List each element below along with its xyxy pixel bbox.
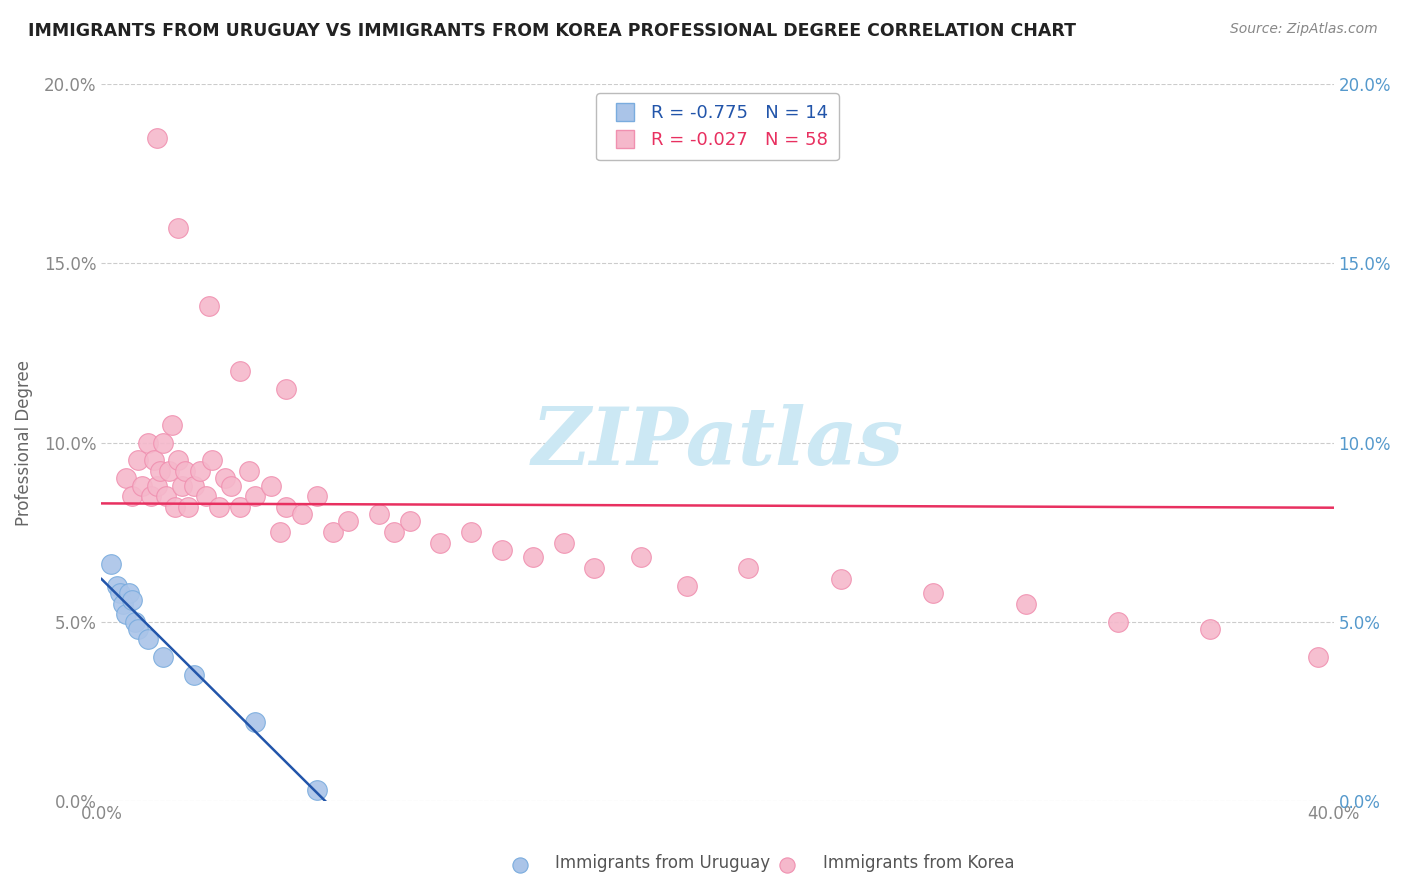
Point: [922, 586, 945, 600]
Point: [491, 543, 513, 558]
Point: [276, 382, 298, 396]
Point: [307, 489, 329, 503]
Point: [201, 453, 224, 467]
Point: [183, 478, 205, 492]
Point: [105, 579, 128, 593]
Point: [214, 471, 236, 485]
Point: [1199, 622, 1222, 636]
Point: [737, 561, 759, 575]
Point: [100, 558, 122, 572]
Point: [291, 507, 314, 521]
Point: [173, 464, 195, 478]
Point: [177, 500, 200, 514]
Point: [167, 220, 190, 235]
Point: [509, 858, 531, 872]
Legend: R = -0.775   N = 14, R = -0.027   N = 58: R = -0.775 N = 14, R = -0.027 N = 58: [596, 94, 838, 161]
Point: [245, 714, 267, 729]
Text: Immigrants from Uruguay: Immigrants from Uruguay: [555, 855, 770, 872]
Point: [131, 478, 153, 492]
Point: [149, 464, 172, 478]
Point: [142, 453, 165, 467]
Point: [336, 514, 359, 528]
Point: [382, 524, 405, 539]
Point: [112, 597, 135, 611]
Point: [260, 478, 283, 492]
Point: [321, 524, 343, 539]
Point: [307, 783, 329, 797]
Point: [198, 300, 221, 314]
Point: [108, 586, 131, 600]
Point: [146, 131, 169, 145]
Point: [460, 524, 482, 539]
Point: [152, 435, 174, 450]
Point: [162, 417, 184, 432]
Text: Immigrants from Korea: Immigrants from Korea: [823, 855, 1014, 872]
Point: [195, 489, 218, 503]
Point: [229, 364, 252, 378]
Point: [127, 453, 149, 467]
Point: [219, 478, 242, 492]
Point: [776, 858, 799, 872]
Point: [229, 500, 252, 514]
Point: [188, 464, 211, 478]
Point: [118, 586, 141, 600]
Point: [245, 489, 267, 503]
Point: [238, 464, 260, 478]
Point: [583, 561, 606, 575]
Point: [429, 536, 451, 550]
Point: [269, 524, 291, 539]
Point: [121, 489, 143, 503]
Point: [170, 478, 193, 492]
Point: [157, 464, 180, 478]
Point: [136, 435, 159, 450]
Point: [522, 550, 544, 565]
Point: [146, 478, 169, 492]
Text: ZIPatlas: ZIPatlas: [531, 404, 904, 482]
Point: [127, 622, 149, 636]
Point: [115, 607, 138, 622]
Point: [139, 489, 162, 503]
Text: IMMIGRANTS FROM URUGUAY VS IMMIGRANTS FROM KOREA PROFESSIONAL DEGREE CORRELATION: IMMIGRANTS FROM URUGUAY VS IMMIGRANTS FR…: [28, 22, 1076, 40]
Point: [207, 500, 229, 514]
Point: [398, 514, 420, 528]
Point: [136, 632, 159, 647]
Point: [630, 550, 652, 565]
Y-axis label: Professional Degree: Professional Degree: [15, 359, 32, 525]
Point: [1014, 597, 1036, 611]
Text: Source: ZipAtlas.com: Source: ZipAtlas.com: [1230, 22, 1378, 37]
Point: [675, 579, 697, 593]
Point: [155, 489, 177, 503]
Point: [276, 500, 298, 514]
Point: [165, 500, 187, 514]
Point: [121, 593, 143, 607]
Point: [152, 650, 174, 665]
Point: [124, 615, 146, 629]
Point: [1107, 615, 1129, 629]
Point: [367, 507, 389, 521]
Point: [167, 453, 190, 467]
Point: [553, 536, 575, 550]
Point: [830, 572, 852, 586]
Point: [115, 471, 138, 485]
Point: [183, 668, 205, 682]
Point: [1308, 650, 1330, 665]
